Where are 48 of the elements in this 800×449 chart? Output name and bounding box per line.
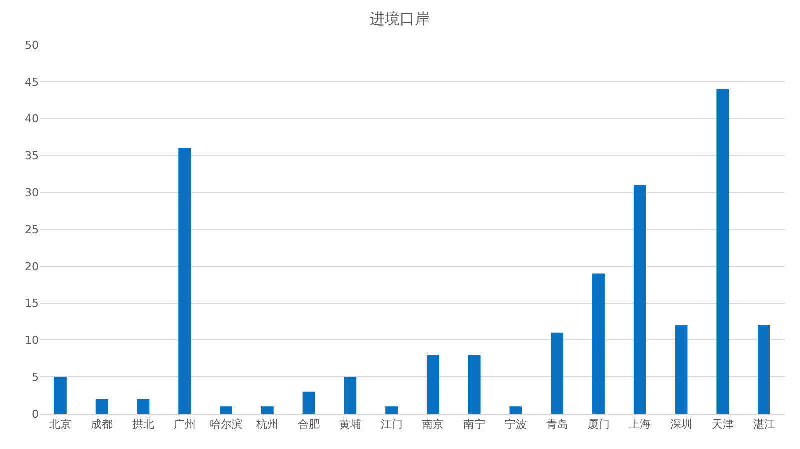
bar xyxy=(592,274,605,414)
bar xyxy=(344,377,357,414)
x-tick-label: 天津 xyxy=(712,418,734,432)
x-tick-label: 黄埔 xyxy=(339,418,362,432)
bar xyxy=(716,89,730,414)
chart-title: 进境口岸 xyxy=(370,10,430,28)
bar xyxy=(220,406,232,414)
x-tick-label: 哈尔滨 xyxy=(210,418,243,432)
x-tick-label: 厦门 xyxy=(588,418,610,432)
x-tick-label: 成都 xyxy=(91,418,114,432)
x-tick-label: 合肥 xyxy=(298,418,320,432)
y-tick-label: 15 xyxy=(25,297,39,310)
bar xyxy=(510,406,522,414)
y-tick-label: 35 xyxy=(25,150,39,163)
x-tick-label: 拱北 xyxy=(132,418,154,432)
bar xyxy=(386,406,398,414)
y-tick-label: 30 xyxy=(25,186,39,200)
bar xyxy=(96,399,108,414)
x-tick-label: 南宁 xyxy=(464,418,486,432)
bar xyxy=(675,325,688,414)
bar xyxy=(468,354,481,414)
bar xyxy=(758,325,771,414)
y-tick-label: 0 xyxy=(32,408,39,421)
x-tick-label: 南京 xyxy=(422,418,444,432)
bar xyxy=(426,354,440,414)
y-tick-label: 50 xyxy=(25,38,39,52)
bar xyxy=(54,377,67,414)
y-tick-label: 45 xyxy=(25,76,39,89)
bar xyxy=(137,399,150,414)
bar xyxy=(634,185,646,414)
x-tick-label: 青岛 xyxy=(546,418,568,432)
y-tick-label: 25 xyxy=(25,223,39,236)
bar xyxy=(551,332,564,414)
x-tick-label: 广州 xyxy=(174,418,196,432)
y-tick-label: 40 xyxy=(25,112,39,126)
x-tick-label: 江门 xyxy=(380,418,403,432)
bar xyxy=(302,392,316,414)
x-tick-label: 深圳 xyxy=(670,418,693,432)
x-tick-label: 上海 xyxy=(629,418,652,432)
bar xyxy=(178,148,192,414)
x-tick-label: 湛江 xyxy=(753,418,776,432)
x-tick-label: 北京 xyxy=(50,418,72,432)
y-tick-label: 5 xyxy=(32,370,39,384)
y-tick-label: 20 xyxy=(25,260,39,274)
y-tick-label: 10 xyxy=(25,334,39,348)
x-tick-label: 杭州 xyxy=(256,418,279,432)
x-tick-label: 宁波 xyxy=(504,418,527,432)
bar xyxy=(261,406,274,414)
